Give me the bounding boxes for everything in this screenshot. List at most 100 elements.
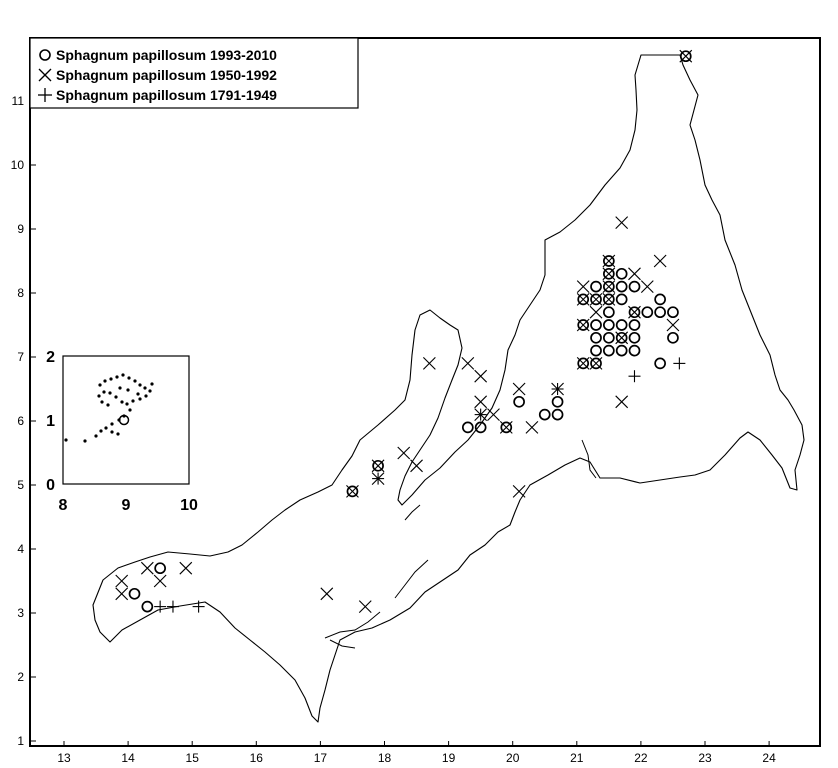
legend-circle-icon	[39, 49, 51, 61]
record-circle	[590, 357, 602, 370]
y-tick-label: 7	[17, 350, 24, 364]
x-tick-label: 17	[314, 751, 328, 765]
record-x	[628, 267, 641, 281]
estuary-fal	[324, 611, 381, 639]
record-x	[615, 216, 629, 229]
record-x	[140, 561, 154, 575]
record-circle	[615, 344, 628, 357]
record-circle	[590, 331, 602, 344]
estuary-fowey	[394, 559, 429, 599]
inset-frame	[62, 355, 190, 485]
record-circle	[641, 306, 654, 319]
record-circle	[461, 421, 474, 434]
record-x	[153, 574, 167, 588]
record-x	[589, 305, 603, 319]
record-circle	[615, 319, 628, 331]
record-circle	[590, 280, 602, 293]
record-circle	[654, 293, 666, 306]
record-circle	[372, 459, 384, 472]
record-x	[589, 357, 603, 370]
inset-x-tick-label: 9	[122, 497, 131, 514]
record-circle	[615, 267, 628, 280]
record-x	[499, 421, 513, 434]
record-circle	[500, 421, 513, 434]
record-x	[653, 254, 667, 268]
estuary-tamar	[581, 439, 597, 479]
record-circle	[154, 562, 166, 575]
inset-record-circle	[118, 414, 130, 426]
record-circle	[602, 267, 615, 280]
x-tick-label: 22	[634, 751, 648, 765]
x-tick-label: 16	[250, 751, 264, 765]
plot-frame	[29, 37, 821, 747]
record-x	[640, 280, 654, 293]
record-circle	[577, 357, 590, 370]
inset-x-tick-label: 8	[59, 497, 68, 514]
record-circle	[602, 331, 615, 344]
y-tick-label: 4	[17, 542, 24, 556]
record-circle	[602, 280, 615, 293]
record-x	[576, 280, 590, 293]
record-plus	[192, 600, 205, 613]
record-plus	[474, 408, 487, 421]
legend-x-icon	[38, 68, 52, 82]
record-x	[410, 459, 423, 473]
record-circle	[615, 280, 628, 293]
record-x	[115, 574, 129, 588]
record-x	[474, 369, 488, 383]
legend: Sphagnum papillosum 1993-2010 Sphagnum p…	[29, 37, 359, 109]
y-tick-label: 6	[17, 414, 24, 428]
record-x	[320, 587, 334, 601]
record-x	[576, 318, 590, 332]
y-tick-label: 5	[17, 478, 24, 492]
y-tick-label: 1	[17, 734, 24, 748]
legend-label-1791-1949: Sphagnum papillosum 1791-1949	[56, 87, 277, 103]
record-x	[397, 446, 411, 460]
record-circle	[654, 306, 666, 319]
y-tick-label: 3	[17, 606, 24, 620]
record-x	[589, 293, 603, 306]
record-x	[602, 267, 616, 281]
record-x	[346, 485, 359, 498]
county-outline	[92, 54, 805, 723]
x-tick-label: 24	[762, 751, 776, 765]
record-x	[525, 421, 539, 434]
record-circle	[577, 319, 590, 331]
record-circle	[602, 255, 615, 267]
record-circle	[654, 357, 666, 370]
record-circle	[590, 344, 602, 357]
legend-box	[29, 37, 359, 109]
records-layer	[115, 49, 693, 613]
y-tick-label: 2	[17, 670, 24, 684]
record-x	[679, 49, 693, 63]
legend-label-1993-2010: Sphagnum papillosum 1993-2010	[56, 47, 277, 63]
x-tick-label: 13	[57, 751, 71, 765]
record-x	[371, 459, 385, 473]
y-tick-label: 9	[17, 222, 24, 236]
record-x	[602, 280, 616, 293]
inset-x-ticks: 8 9 10	[59, 497, 198, 514]
inset-y-ticks: 0 1 2	[46, 349, 55, 494]
record-x	[666, 318, 680, 332]
x-tick-label: 23	[698, 751, 712, 765]
record-circle	[577, 293, 590, 306]
record-circle	[602, 344, 615, 357]
record-circle	[602, 306, 615, 319]
y-tick-label: 11	[12, 94, 25, 108]
record-circle	[628, 319, 641, 331]
record-x	[512, 382, 526, 396]
record-circle	[590, 293, 602, 306]
record-circle	[128, 587, 141, 600]
record-x	[179, 561, 193, 575]
record-plus	[166, 600, 179, 613]
record-plus	[372, 472, 385, 485]
inset-map: 0 1 2 8 9 10	[46, 349, 198, 514]
y-tick-label: 10	[11, 158, 25, 172]
record-circle	[628, 331, 641, 344]
x-tick-label: 21	[570, 751, 584, 765]
inset-islands	[64, 373, 154, 443]
record-plus	[154, 600, 167, 613]
record-circle	[590, 319, 602, 331]
record-circle	[474, 421, 487, 434]
